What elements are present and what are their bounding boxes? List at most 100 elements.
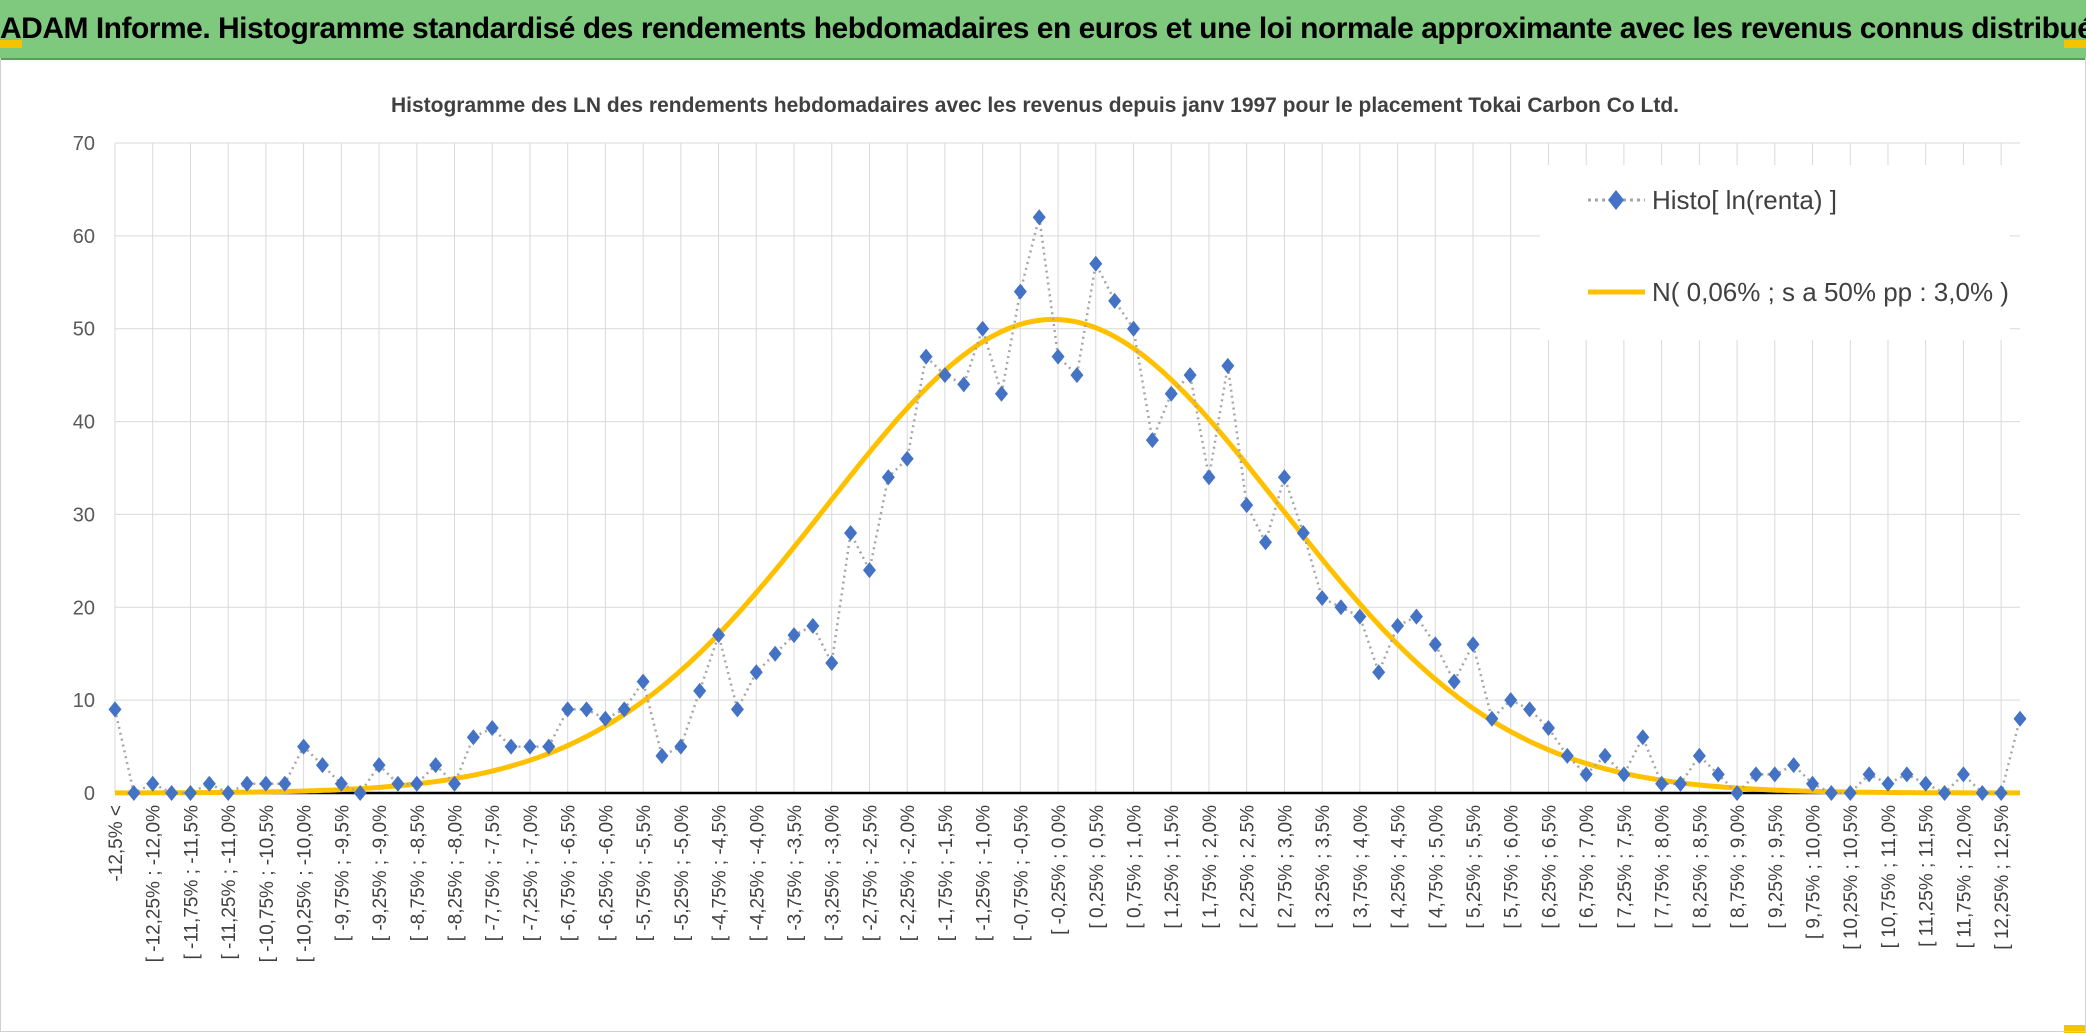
histo-point xyxy=(1975,785,1989,801)
x-tick-label: [ 10,25% ; 10,5% xyxy=(1841,805,1862,950)
histo-point xyxy=(1617,766,1631,783)
histo-point xyxy=(1070,367,1084,384)
corner-accent-right xyxy=(2064,40,2086,48)
gridlines xyxy=(114,142,2020,795)
histo-point xyxy=(1956,766,1970,783)
histo-point xyxy=(787,627,801,644)
x-tick-label: [ -12,25% ; -12,0% xyxy=(144,805,165,962)
histo-point xyxy=(749,664,763,681)
histo-point xyxy=(1428,636,1442,653)
histo-point xyxy=(1919,775,1933,792)
histo-point xyxy=(938,367,952,384)
histo-point xyxy=(1504,692,1518,709)
histo-point xyxy=(1523,701,1537,718)
corner-accent-bottom-right xyxy=(2064,1025,2086,1033)
histo-point xyxy=(1843,785,1857,801)
histo-point xyxy=(730,701,744,718)
histo-point xyxy=(1409,608,1423,625)
x-tick-label: [ -7,75% ; -7,5% xyxy=(483,805,504,941)
histo-point xyxy=(1749,766,1763,783)
chart-title: Histogramme des LN des rendements hebdom… xyxy=(391,94,1679,117)
histo-point xyxy=(1938,785,1952,801)
y-tick-label: 50 xyxy=(73,319,95,341)
x-tick-label: [ 2,25% ; 2,5% xyxy=(1238,805,1259,929)
histo-point xyxy=(1692,747,1706,764)
histo-point xyxy=(391,775,405,792)
report-title: ADAM Informe. Histogramme standardisé de… xyxy=(0,12,2086,45)
x-tick-label: [ -2,25% ; -2,0% xyxy=(898,805,919,941)
x-tick-label: [ 8,25% ; 8,5% xyxy=(1690,805,1711,929)
x-tick-label: [ 0,25% ; 0,5% xyxy=(1087,805,1108,929)
histo-point xyxy=(1579,766,1593,783)
histo-point xyxy=(2013,710,2027,727)
histo-point xyxy=(1730,785,1744,801)
histo-point xyxy=(183,785,197,801)
legend-histo-diamond-icon xyxy=(1608,190,1624,210)
histo-point xyxy=(1277,469,1291,486)
x-tick-label: [ -11,75% ; -11,5% xyxy=(181,805,202,960)
x-tick-label: [ 9,25% ; 9,5% xyxy=(1766,805,1787,929)
histo-point xyxy=(1183,367,1197,384)
histo-point xyxy=(862,562,876,579)
x-tick-label: [ -0,75% ; -0,5% xyxy=(1011,805,1032,941)
histo-point xyxy=(1673,775,1687,792)
histo-point xyxy=(1787,757,1801,774)
x-tick-label: [ -5,75% ; -5,5% xyxy=(634,805,655,941)
histo-point xyxy=(1013,283,1027,300)
x-tick-label: [ 9,75% ; 10,0% xyxy=(1804,805,1825,939)
histo-point xyxy=(598,710,612,727)
corner-accent-left xyxy=(0,40,22,48)
histo-point xyxy=(1164,385,1178,402)
histo-point xyxy=(1259,534,1273,551)
x-tick-label: [ 7,25% ; 7,5% xyxy=(1615,805,1636,929)
x-tick-label: [ 4,75% ; 5,0% xyxy=(1426,805,1447,929)
histo-point xyxy=(1824,785,1838,801)
histo-point xyxy=(542,738,556,755)
x-tick-label: [ 7,75% ; 8,0% xyxy=(1653,805,1674,929)
histo-point xyxy=(315,757,329,774)
histo-point xyxy=(297,738,311,755)
y-tick-label: 60 xyxy=(73,226,95,248)
histo-point xyxy=(1447,673,1461,690)
histo-point xyxy=(466,729,480,746)
x-tick-label: [ 10,75% ; 11,0% xyxy=(1879,805,1900,948)
x-tick-label: [ 6,25% ; 6,5% xyxy=(1539,805,1560,929)
histo-point xyxy=(523,738,537,755)
x-tick-label: [ -6,25% ; -6,0% xyxy=(596,805,617,941)
x-tick-label: [ -6,75% ; -6,5% xyxy=(559,805,580,941)
x-tick-label: [ -5,25% ; -5,0% xyxy=(672,805,693,941)
x-tick-label: [ 1,75% ; 2,0% xyxy=(1200,805,1221,929)
histo-point xyxy=(410,775,424,792)
y-axis-ticks: 0 10 20 30 40 50 60 70 xyxy=(73,133,95,805)
histo-point xyxy=(674,738,688,755)
histo-point xyxy=(1296,525,1310,541)
x-tick-label: [ 11,25% ; 11,5% xyxy=(1917,805,1938,947)
histo-point xyxy=(580,701,594,718)
histo-point xyxy=(353,785,367,801)
histo-point xyxy=(221,785,235,801)
x-tick-label: [ -11,25% ; -11,0% xyxy=(219,805,240,960)
x-tick-label: [ 8,75% ; 9,0% xyxy=(1728,805,1749,929)
histo-point xyxy=(1598,747,1612,764)
histo-point xyxy=(127,785,141,801)
histo-point xyxy=(1391,617,1405,634)
x-tick-label: [ -7,25% ; -7,0% xyxy=(521,805,542,941)
histo-point xyxy=(976,320,990,337)
y-tick-label: 0 xyxy=(84,783,95,805)
legend-normal-label: N( 0,06% ; s a 50% pp : 3,0% ) xyxy=(1652,277,2009,307)
histo-point xyxy=(1466,636,1480,653)
x-tick-label: [ -3,75% ; -3,5% xyxy=(785,805,806,941)
x-tick-label: [ -9,25% ; -9,0% xyxy=(370,805,391,941)
histo-point xyxy=(1315,590,1329,606)
histo-point xyxy=(504,738,518,755)
y-tick-label: 70 xyxy=(73,133,95,155)
histo-point xyxy=(1372,664,1386,681)
histo-point xyxy=(240,775,254,792)
x-tick-label: [ 3,75% ; 4,0% xyxy=(1351,805,1372,929)
x-tick-label: [ 6,75% ; 7,0% xyxy=(1577,805,1598,929)
histo-point xyxy=(825,655,839,671)
x-tick-label: [ 12,25% ; 12,5% xyxy=(1992,805,2013,950)
histo-point xyxy=(693,682,707,699)
histo-point xyxy=(806,617,820,634)
